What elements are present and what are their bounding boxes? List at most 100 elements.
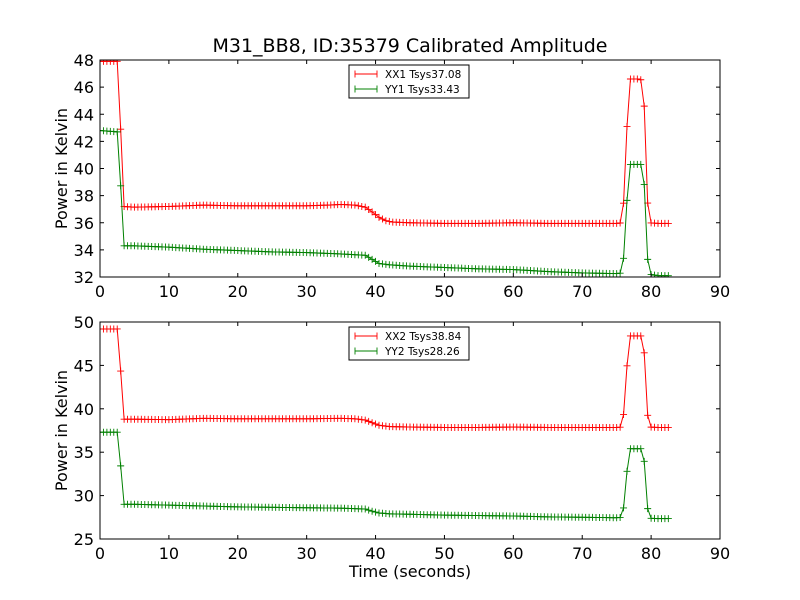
x-tick-label: 30 <box>296 544 316 563</box>
data-point-marker <box>113 60 121 65</box>
x-tick-label: 80 <box>641 544 661 563</box>
legend-entry-label: YY1 Tsys33.43 <box>384 84 460 96</box>
data-point-marker <box>113 128 121 136</box>
data-point-marker <box>385 217 393 225</box>
data-point-marker <box>664 219 672 227</box>
data-point-marker <box>620 504 628 512</box>
data-point-marker <box>382 217 390 225</box>
x-tick-label: 10 <box>159 544 179 563</box>
legend-entry-label: XX1 Tsys37.08 <box>385 69 461 81</box>
data-point-marker <box>365 506 373 514</box>
data-point-marker <box>640 180 648 188</box>
data-point-marker <box>637 160 645 168</box>
x-axis-label: Time (seconds) <box>348 562 471 581</box>
data-point-marker <box>664 423 672 431</box>
y-tick-label: 38 <box>74 187 94 206</box>
series-1 <box>100 325 672 431</box>
x-tick-label: 70 <box>572 282 592 301</box>
legend-marker <box>354 347 378 355</box>
y-tick-label: 50 <box>74 313 94 332</box>
series-2 <box>100 127 672 277</box>
legend-marker <box>354 85 378 93</box>
data-point-marker <box>368 507 376 515</box>
data-point-marker <box>644 255 652 263</box>
data-point-marker <box>637 76 645 84</box>
data-point-marker <box>117 367 125 375</box>
data-point-marker <box>365 417 373 425</box>
data-point-marker <box>664 272 672 277</box>
axes-frame <box>99 321 721 540</box>
data-point-marker <box>644 411 652 419</box>
data-point-marker <box>113 325 121 333</box>
y-tick-label: 40 <box>74 160 94 179</box>
data-point-marker <box>382 260 390 268</box>
data-point-marker <box>623 196 631 204</box>
x-tick-label: 90 <box>710 282 730 301</box>
data-point-marker <box>375 259 383 267</box>
data-point-marker <box>651 271 659 277</box>
x-tick-label: 90 <box>710 544 730 563</box>
y-tick-label: 44 <box>74 105 94 124</box>
y-tick-label: 36 <box>74 214 94 233</box>
data-point-marker <box>620 254 628 262</box>
x-tick-label: 70 <box>572 544 592 563</box>
data-point-marker <box>637 445 645 453</box>
y-tick-label: 32 <box>74 268 94 287</box>
data-point-marker <box>623 122 631 130</box>
legend-marker <box>354 70 378 78</box>
data-point-marker <box>378 260 386 268</box>
y-tick-label: 34 <box>74 241 94 260</box>
x-tick-label: 30 <box>296 282 316 301</box>
data-point-marker <box>361 505 369 513</box>
y-axis-label: Power in Kelvin <box>52 108 71 229</box>
data-point-marker <box>620 199 628 207</box>
chart-panel-1: 0 10 20 30 40 50 60 70 80 90 32 34 36 38 40 42 44 46 48 Pow… <box>52 51 730 301</box>
y-axis-label: Power in Kelvin <box>52 370 71 491</box>
x-tick-label: 50 <box>434 282 454 301</box>
legend-entry-label: XX2 Tsys38.84 <box>385 331 462 343</box>
x-tick-label: 40 <box>365 282 385 301</box>
y-tick-label: 45 <box>74 356 94 375</box>
data-point-marker <box>616 219 624 227</box>
data-point-marker <box>640 457 648 465</box>
data-point-marker <box>620 411 628 419</box>
series-2 <box>100 428 672 523</box>
data-point-marker <box>351 201 359 209</box>
y-tick-label: 25 <box>74 530 94 549</box>
data-point-marker <box>378 215 386 223</box>
data-point-marker <box>623 362 631 370</box>
data-point-marker <box>623 467 631 475</box>
x-tick-label: 80 <box>641 282 661 301</box>
data-point-marker <box>640 349 648 357</box>
data-point-marker <box>664 515 672 523</box>
data-point-marker <box>616 513 624 521</box>
data-point-marker <box>633 75 641 83</box>
x-tick-label: 60 <box>503 544 523 563</box>
panels: 0 10 20 30 40 50 60 70 80 90 32 34 36 38 40 42 44 46 48 Pow… <box>52 51 730 581</box>
x-tick-label: 60 <box>503 282 523 301</box>
data-point-marker <box>616 423 624 431</box>
data-series-group <box>100 60 672 277</box>
figure-title: M31_BB8, ID:35379 Calibrated Amplitude <box>212 35 607 57</box>
legend-box <box>348 64 470 99</box>
chart-panel-2: 0 10 20 30 40 50 60 70 80 90 25 30 35 40 45 50 Power in … <box>52 313 730 581</box>
data-point-marker <box>117 182 125 190</box>
data-point-marker <box>117 462 125 470</box>
legend: XX2 Tsys38.84 YY2 Tsys28.26 <box>348 326 470 361</box>
data-point-marker <box>361 416 369 424</box>
data-point-marker <box>372 508 380 516</box>
x-tick-label: 0 <box>95 544 105 563</box>
x-tick-label: 20 <box>228 282 248 301</box>
y-tick-label: 40 <box>74 400 94 419</box>
legend: XX1 Tsys37.08 YY1 Tsys33.43 <box>348 64 470 99</box>
y-tick-label: 46 <box>74 78 94 97</box>
x-tick-label: 10 <box>159 282 179 301</box>
data-point-marker <box>372 420 380 428</box>
series-1 <box>100 60 672 227</box>
x-tick-label: 20 <box>228 544 248 563</box>
data-point-marker <box>640 102 648 110</box>
data-series-group <box>100 325 672 523</box>
data-point-marker <box>368 419 376 427</box>
legend-box <box>348 326 470 361</box>
